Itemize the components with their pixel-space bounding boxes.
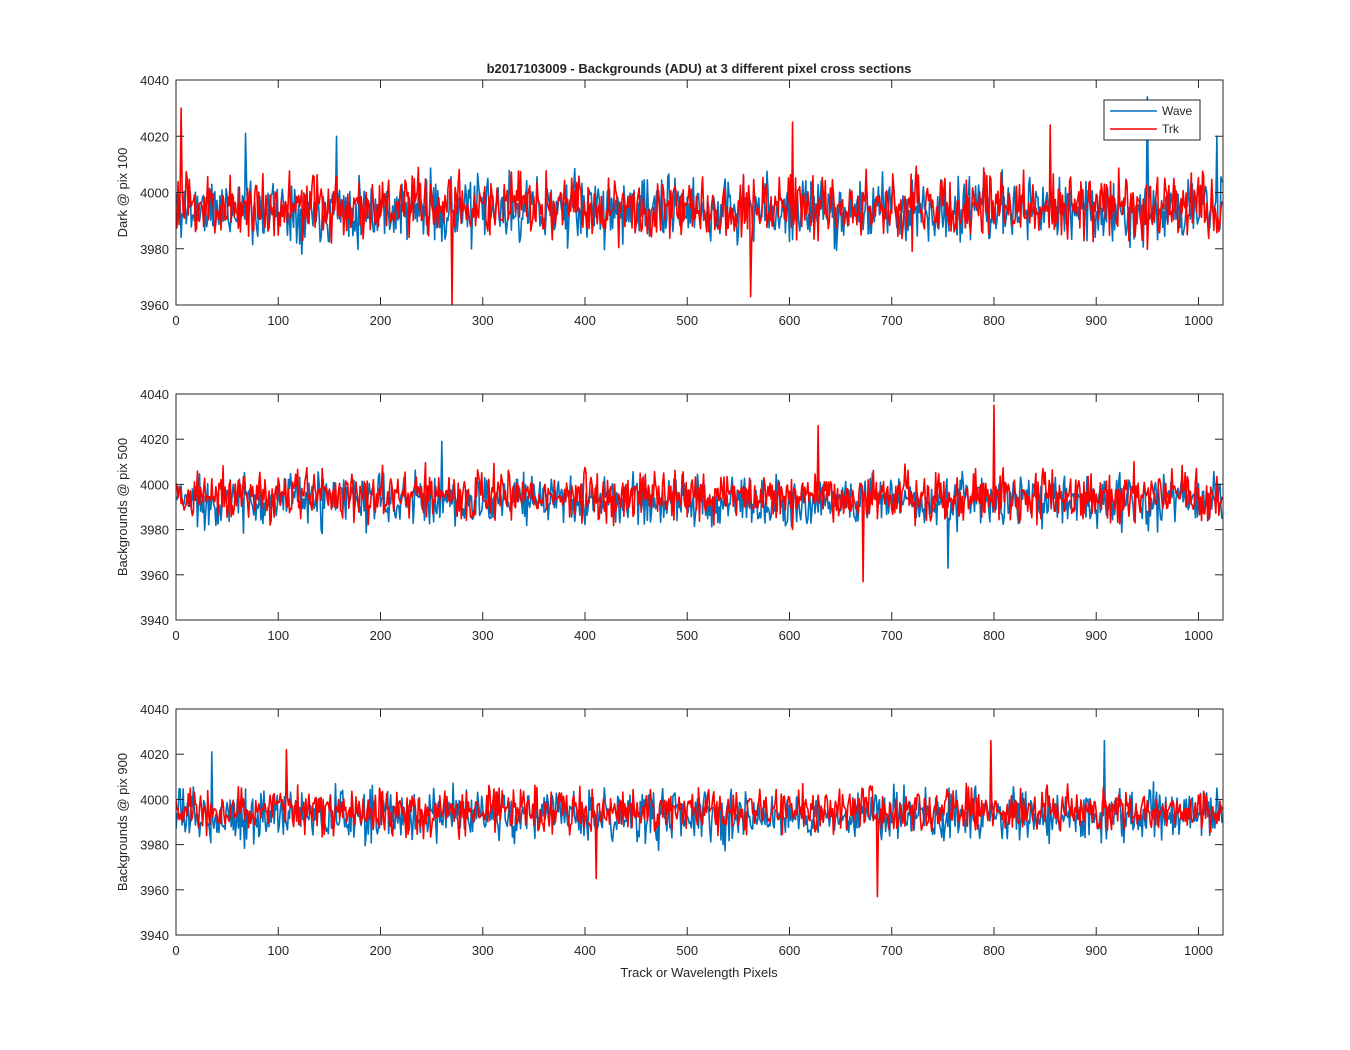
y-tick-label: 4020 bbox=[140, 747, 169, 762]
legend: Wave Trk bbox=[1103, 99, 1201, 141]
x-tick-label: 500 bbox=[676, 628, 698, 643]
series-line-wave bbox=[176, 739, 1223, 852]
x-tick-label: 900 bbox=[1085, 943, 1107, 958]
x-tick-label: 200 bbox=[370, 943, 392, 958]
panels: 0 100 200 300 400 500 600 700 800 900 100039603980… bbox=[115, 73, 1224, 958]
x-tick-label: 600 bbox=[779, 943, 801, 958]
x-tick-label: 600 bbox=[779, 313, 801, 328]
x-axis-label: Track or Wavelength Pixels bbox=[620, 965, 778, 980]
x-tick-label: 0 bbox=[172, 628, 179, 643]
y-axis-label: Backgrounds @ pix 900 bbox=[115, 753, 130, 891]
x-tick-label: 400 bbox=[574, 628, 596, 643]
y-tick-label: 4040 bbox=[140, 702, 169, 717]
x-tick-label: 900 bbox=[1085, 313, 1107, 328]
x-tick-label: 400 bbox=[574, 943, 596, 958]
axes-box bbox=[175, 393, 1224, 621]
x-tick-label: 200 bbox=[370, 313, 392, 328]
x-tick-label: 800 bbox=[983, 943, 1005, 958]
y-tick-label: 4000 bbox=[140, 477, 169, 492]
x-tick-label: 700 bbox=[881, 943, 903, 958]
y-tick-label: 3960 bbox=[140, 568, 169, 583]
x-tick-label: 1000 bbox=[1184, 943, 1213, 958]
y-tick-label: 4040 bbox=[140, 73, 169, 88]
y-tick-label: 3980 bbox=[140, 523, 169, 538]
y-tick-label: 3960 bbox=[140, 298, 169, 313]
panel-2: 0 100 200 300 400 500 600 700 800 900 1000 3940 3960… bbox=[115, 387, 1224, 643]
y-tick-label: 3980 bbox=[140, 242, 169, 257]
y-tick-label: 4040 bbox=[140, 387, 169, 402]
legend-label-trk: Trk bbox=[1162, 122, 1180, 136]
x-tick-label: 1000 bbox=[1184, 628, 1213, 643]
x-tick-label: 900 bbox=[1085, 628, 1107, 643]
x-tick-label: 100 bbox=[267, 628, 289, 643]
chart-title: b2017103009 - Backgrounds (ADU) at 3 dif… bbox=[487, 61, 912, 76]
y-axis-label: Dark @ pix 100 bbox=[115, 148, 130, 238]
legend-label-wave: Wave bbox=[1162, 104, 1193, 118]
x-tick-label: 200 bbox=[370, 628, 392, 643]
x-tick-label: 700 bbox=[881, 628, 903, 643]
x-tick-label: 500 bbox=[676, 943, 698, 958]
y-tick-label: 4000 bbox=[140, 186, 169, 201]
panel-3: 0 100 200 300 400 500 600 700 800 900 1000 3940 3960… bbox=[115, 702, 1224, 958]
series-line-trk bbox=[176, 107, 1223, 305]
y-tick-label: 4000 bbox=[140, 792, 169, 807]
x-tick-label: 0 bbox=[172, 943, 179, 958]
x-tick-label: 800 bbox=[983, 628, 1005, 643]
y-tick-label: 4020 bbox=[140, 432, 169, 447]
x-tick-label: 800 bbox=[983, 313, 1005, 328]
y-tick-label: 4020 bbox=[140, 129, 169, 144]
x-tick-label: 100 bbox=[267, 943, 289, 958]
y-tick-label: 3980 bbox=[140, 838, 169, 853]
y-axis-label: Backgrounds @ pix 500 bbox=[115, 438, 130, 576]
x-tick-label: 300 bbox=[472, 943, 494, 958]
panel-1: 0 100 200 300 400 500 600 700 800 900 1000 3960 3980… bbox=[115, 73, 1224, 328]
x-tick-label: 300 bbox=[472, 313, 494, 328]
series-line-trk bbox=[176, 404, 1223, 583]
x-tick-label: 600 bbox=[779, 628, 801, 643]
x-tick-label: 0 bbox=[172, 313, 179, 328]
x-tick-label: 300 bbox=[472, 628, 494, 643]
y-tick-label: 3960 bbox=[140, 883, 169, 898]
x-tick-label: 700 bbox=[881, 313, 903, 328]
y-tick-label: 3940 bbox=[140, 613, 169, 628]
legend-box bbox=[1103, 99, 1201, 141]
x-tick-label: 400 bbox=[574, 313, 596, 328]
x-tick-label: 1000 bbox=[1184, 313, 1213, 328]
x-tick-label: 100 bbox=[267, 313, 289, 328]
x-tick-label: 500 bbox=[676, 313, 698, 328]
axes-box bbox=[175, 708, 1224, 936]
series-line-trk bbox=[176, 739, 1223, 898]
y-tick-label: 3940 bbox=[140, 928, 169, 943]
